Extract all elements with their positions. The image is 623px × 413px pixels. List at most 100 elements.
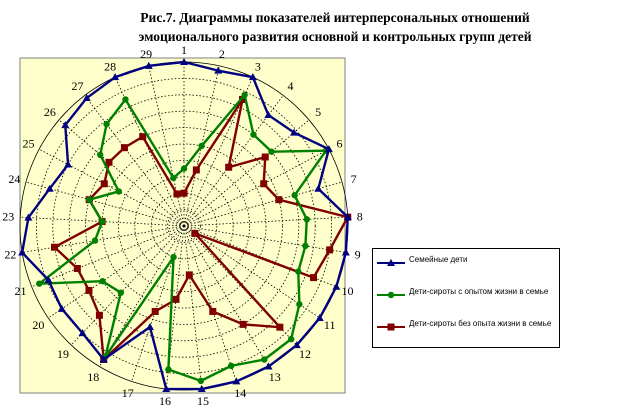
data-point: [289, 128, 298, 136]
data-point: [117, 289, 125, 296]
data-point: [296, 301, 303, 308]
data-point: [261, 356, 268, 363]
chart-title-line-2: эмоционального развития основной и контр…: [138, 29, 532, 44]
series-orphans-with-family: [36, 91, 330, 385]
grid-spoke: [183, 225, 237, 382]
grid-spoke: [84, 95, 185, 227]
legend-item-orphans-with-family: Дети-сироты с опытом жизни в семье: [377, 287, 559, 313]
category-label: 3: [255, 59, 261, 73]
category-label: 4: [288, 79, 294, 93]
data-point: [239, 320, 247, 328]
data-point: [275, 196, 283, 204]
data-point: [170, 174, 177, 182]
data-point: [99, 355, 108, 363]
category-label: 23: [2, 209, 14, 223]
data-point: [225, 163, 233, 171]
category-label: 10: [341, 284, 353, 298]
data-point: [250, 131, 257, 138]
legend-marker: [387, 259, 395, 266]
category-label: 27: [71, 79, 83, 93]
data-point: [165, 366, 172, 373]
data-point: [287, 335, 295, 343]
grid-ring: [52, 94, 316, 358]
grid-spoke: [31, 225, 185, 288]
legend-marker-square: [377, 323, 405, 331]
category-label: 22: [4, 247, 16, 261]
data-point: [192, 166, 200, 174]
data-point: [302, 242, 309, 250]
grid-ring: [167, 209, 201, 243]
data-point: [145, 323, 154, 331]
data-point: [103, 120, 110, 128]
category-label: 15: [197, 394, 209, 408]
data-point: [324, 145, 333, 153]
grid-spoke: [183, 119, 310, 227]
legend-label: Дети-сироты с опытом жизни в семье: [409, 287, 549, 296]
series-line: [20, 60, 349, 391]
category-label: 24: [8, 172, 20, 186]
grid-spoke: [131, 225, 185, 382]
data-point: [227, 362, 235, 370]
data-point: [64, 160, 73, 168]
data-point: [260, 180, 268, 188]
data-point: [264, 111, 273, 119]
grid-ring: [68, 110, 300, 342]
data-point: [144, 61, 153, 69]
category-labels: 1 234567891011121314151617181920212223242…: [2, 43, 362, 408]
data-point: [314, 184, 323, 192]
data-point: [309, 274, 317, 282]
data-point: [78, 329, 87, 337]
data-point: [100, 180, 108, 188]
category-label: 21: [15, 284, 27, 298]
data-point: [139, 133, 147, 141]
grid-spoke: [183, 225, 203, 390]
category-label: 12: [299, 347, 311, 361]
category-label: 26: [44, 105, 56, 119]
data-point: [97, 151, 104, 159]
category-label: 20: [32, 318, 44, 332]
data-point: [172, 295, 180, 303]
data-point: [315, 314, 324, 322]
data-point: [292, 341, 301, 349]
data-point: [170, 253, 177, 261]
category-label: 14: [234, 386, 246, 400]
data-point: [209, 307, 217, 315]
data-point: [276, 323, 284, 331]
grid-spoke: [183, 148, 330, 227]
data-point: [185, 271, 193, 279]
category-label: 5: [315, 105, 321, 119]
category-label: 2: [219, 47, 225, 61]
data-point: [191, 229, 199, 237]
data-point: [197, 377, 205, 385]
data-point: [85, 196, 93, 203]
data-point: [341, 248, 350, 256]
data-point: [232, 377, 241, 385]
legend-label: Дети-сироты без опыта жизни в семье: [409, 319, 552, 328]
legend-label: Семейные дети: [409, 255, 468, 264]
data-point: [115, 188, 122, 195]
data-point: [173, 190, 181, 198]
data-point: [248, 73, 257, 81]
legend-marker: [387, 323, 395, 331]
grid-spoke: [148, 65, 185, 227]
data-point: [198, 142, 205, 150]
category-label: 6: [336, 137, 342, 151]
legend-marker-circle: [377, 291, 405, 299]
grid-ring: [118, 159, 250, 292]
category-label: 18: [87, 370, 99, 384]
grid-ring: [35, 77, 333, 375]
grid-spoke: [70, 225, 185, 346]
series-group: [18, 58, 352, 393]
legend: Семейные дети Дети-сироты с опытом жизни…: [372, 248, 560, 348]
data-point: [303, 216, 311, 223]
legend-marker-triangle: [377, 259, 405, 266]
data-point: [18, 248, 27, 256]
data-point: [239, 95, 247, 103]
grid-spoke: [38, 148, 185, 227]
category-label: 19: [57, 347, 69, 361]
grid-spoke: [183, 225, 269, 367]
data-point: [180, 165, 188, 172]
data-point: [332, 282, 341, 290]
data-point: [343, 213, 352, 221]
data-point: [36, 280, 43, 287]
